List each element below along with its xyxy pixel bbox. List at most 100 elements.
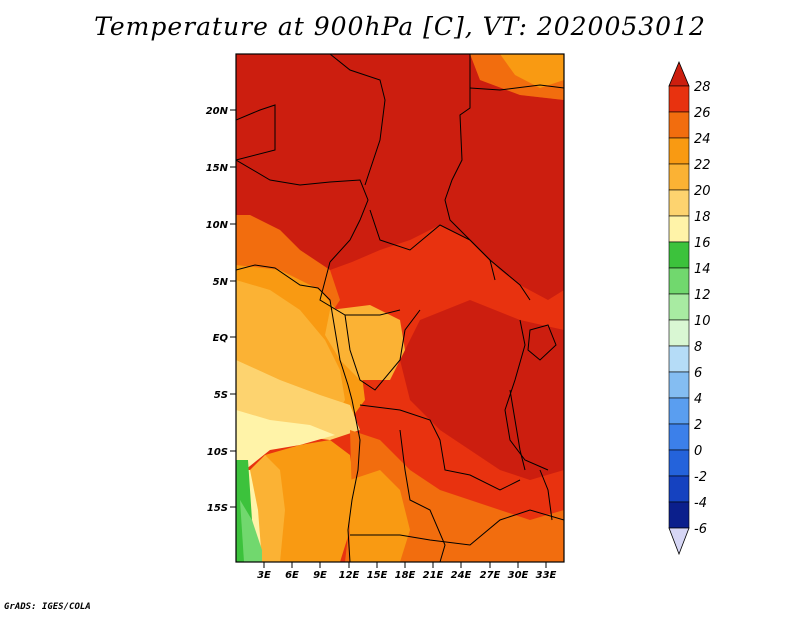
colorbar-label-26: 26 — [694, 106, 711, 121]
lat-tick-15S: 15S — [207, 503, 236, 514]
lon-tick-6E: 6E — [285, 562, 299, 581]
lon-tick-33E: 33E — [536, 562, 557, 581]
field-above-28-north — [236, 54, 564, 300]
svg-text:10N: 10N — [206, 220, 229, 231]
colorbar-label-22: 22 — [694, 158, 711, 173]
lake-victoria — [527, 324, 557, 361]
field-congo-20-22 — [325, 305, 405, 380]
temperature-field — [236, 54, 564, 562]
svg-text:15E: 15E — [367, 570, 388, 581]
colorbar-label-6: 6 — [694, 366, 702, 381]
lon-tick-30E: 30E — [508, 562, 529, 581]
lat-tick-EQ: EQ — [213, 333, 236, 344]
colorbar: 28 26 24 22 20 18 16 14 12 10 8 6 4 2 0 … — [668, 60, 711, 556]
svg-text:9E: 9E — [313, 570, 327, 581]
svg-text:33E: 33E — [536, 570, 557, 581]
colorbar-label-12: 12 — [694, 288, 711, 303]
colorbar-arrow-top — [668, 60, 690, 87]
colorbar-segment-8-10 — [668, 319, 690, 347]
colorbar-segment-18-20 — [668, 189, 690, 217]
svg-text:15S: 15S — [207, 503, 228, 514]
colorbar-label-28: 28 — [694, 80, 711, 95]
lon-axis: 3E 6E 9E 12E 15E 18E 21E 24E 27E 30E 33E — [257, 562, 557, 581]
lat-tick-5N: 5N — [213, 277, 236, 288]
field-sw-22-24 — [260, 440, 355, 562]
colorbar-label-16: 16 — [694, 236, 711, 251]
borders — [236, 54, 564, 562]
field-sw-12-14 — [240, 500, 262, 562]
colorbar-segment-26-28 — [668, 85, 690, 113]
lat-tick-15N: 15N — [206, 163, 236, 174]
colorbar-label-20: 20 — [694, 184, 711, 199]
lat-tick-20N: 20N — [206, 106, 236, 117]
map-frame — [235, 53, 565, 563]
svg-text:24E: 24E — [451, 570, 472, 581]
colorbar-label-0: 0 — [694, 444, 702, 459]
lat-axis: 20N 15N 10N 5N EQ 5S 10S 15S — [206, 106, 236, 514]
colorbar-arrow-bottom — [668, 527, 690, 556]
colorbar-segment-14-16 — [668, 241, 690, 269]
lon-tick-21E: 21E — [423, 562, 444, 581]
svg-text:EQ: EQ — [213, 333, 229, 344]
lon-tick-24E: 24E — [451, 562, 472, 581]
field-above-28-east — [400, 300, 564, 480]
colorbar-label-14: 14 — [694, 262, 711, 277]
colorbar-label-8: 8 — [694, 340, 702, 355]
border-north-west — [236, 104, 276, 161]
lat-tick-10N: 10N — [206, 220, 236, 231]
border-nigeria — [236, 159, 369, 263]
lake-malawi — [539, 469, 553, 521]
colorbar-label-m2: -2 — [694, 470, 707, 485]
svg-text:3E: 3E — [257, 570, 271, 581]
border-niger-chad — [329, 54, 386, 186]
lon-tick-12E: 12E — [339, 562, 360, 581]
colorbar-label-18: 18 — [694, 210, 711, 225]
svg-text:30E: 30E — [508, 570, 529, 581]
colorbar-segment-22-24 — [668, 137, 690, 165]
colorbar-segment-24-26 — [668, 111, 690, 139]
colorbar-label-10: 10 — [694, 314, 711, 329]
svg-text:15N: 15N — [206, 163, 229, 174]
svg-text:5N: 5N — [213, 277, 229, 288]
svg-text:18E: 18E — [395, 570, 416, 581]
colorbar-label-4: 4 — [694, 392, 702, 407]
colorbar-segment-6-8 — [668, 345, 690, 373]
colorbar-label-m4: -4 — [694, 496, 707, 511]
colorbar-segment-m4-m2 — [668, 475, 690, 503]
lake-tanganyika — [509, 389, 526, 471]
colorbar-label-2: 2 — [694, 418, 702, 433]
colorbar-label-24: 24 — [694, 132, 711, 147]
colorbar-labels: 28 26 24 22 20 18 16 14 12 10 8 6 4 2 0 … — [694, 80, 711, 537]
colorbar-segment-0-2 — [668, 423, 690, 451]
svg-text:12E: 12E — [339, 570, 360, 581]
svg-text:20N: 20N — [206, 106, 229, 117]
colorbar-segment-12-14 — [668, 267, 690, 295]
field-ne-22-24 — [500, 54, 564, 88]
svg-text:5S: 5S — [214, 390, 228, 401]
svg-text:21E: 21E — [423, 570, 444, 581]
border-drc-south — [359, 404, 521, 491]
border-nile — [469, 84, 564, 91]
colorbar-segment-4-6 — [668, 371, 690, 399]
field-south-22-24 — [350, 470, 410, 562]
border-congo — [344, 309, 421, 391]
lat-tick-10S: 10S — [207, 447, 236, 458]
border-car — [369, 209, 531, 301]
border-drc-east — [504, 319, 549, 471]
grads-credit: GrADS: IGES/COLA — [4, 602, 91, 612]
coastline-west — [236, 264, 361, 562]
lon-tick-18E: 18E — [395, 562, 416, 581]
lon-tick-3E: 3E — [257, 562, 271, 581]
map-title: Temperature at 900hPa [C], VT: 202005301… — [94, 12, 706, 41]
lat-tick-5S: 5S — [214, 390, 236, 401]
colorbar-segment-m2-0 — [668, 449, 690, 477]
svg-text:27E: 27E — [480, 570, 501, 581]
svg-text:10S: 10S — [207, 447, 228, 458]
border-angola-zambia — [399, 429, 446, 562]
colorbar-segment-10-12 — [668, 293, 690, 321]
colorbar-label-m6: -6 — [694, 522, 707, 537]
lon-tick-27E: 27E — [480, 562, 501, 581]
colorbar-segment-20-22 — [668, 163, 690, 191]
colorbar-segment-16-18 — [668, 215, 690, 243]
